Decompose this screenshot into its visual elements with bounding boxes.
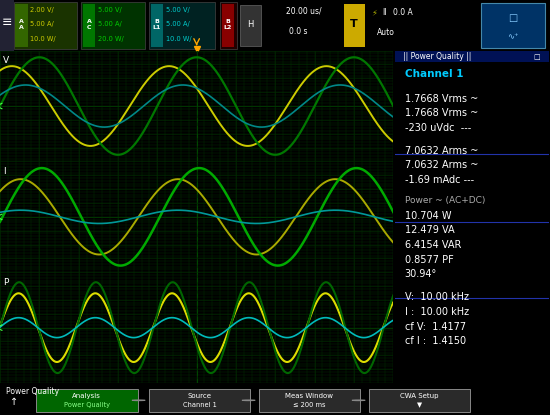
Text: 5.00 A/: 5.00 A/: [166, 21, 189, 27]
Bar: [395, 51, 549, 62]
Text: 6.4154 VAR: 6.4154 VAR: [405, 240, 461, 250]
Bar: [344, 4, 365, 46]
Text: 7.0632 Arms ~: 7.0632 Arms ~: [405, 146, 478, 156]
Text: || Power Quality ||: || Power Quality ||: [403, 52, 471, 61]
Text: I: I: [3, 167, 6, 176]
Bar: [81, 2, 145, 49]
Text: 5.00 V/: 5.00 V/: [166, 7, 189, 13]
Text: cf I :  1.4150: cf I : 1.4150: [405, 336, 466, 346]
Text: H: H: [248, 20, 254, 29]
Text: Channel 1: Channel 1: [405, 69, 463, 79]
Bar: [151, 4, 163, 46]
Text: 5.00 A/: 5.00 A/: [98, 21, 122, 27]
Text: Power ~ (AC+DC): Power ~ (AC+DC): [405, 196, 485, 205]
Text: ⚡: ⚡: [371, 8, 377, 17]
Text: T: T: [350, 20, 358, 29]
Text: V: V: [3, 56, 9, 65]
Text: 20.00 us/: 20.00 us/: [286, 7, 322, 16]
Text: CWA Setup: CWA Setup: [400, 393, 439, 399]
Bar: [14, 2, 77, 49]
Text: ≤ 200 ms: ≤ 200 ms: [293, 403, 326, 408]
Bar: [220, 2, 236, 49]
Text: II: II: [382, 8, 387, 17]
Text: 0.8577 PF: 0.8577 PF: [405, 255, 453, 265]
Text: Channel 1: Channel 1: [183, 403, 216, 408]
Text: A
A: A A: [19, 19, 24, 29]
Text: V:  10.00 kHz: V: 10.00 kHz: [405, 292, 469, 302]
Bar: [148, 389, 250, 412]
Bar: [149, 2, 215, 49]
Bar: [258, 389, 360, 412]
Text: Power Quality: Power Quality: [6, 387, 59, 396]
Text: ▼: ▼: [417, 403, 422, 408]
Text: A
C: A C: [87, 19, 91, 29]
Text: B
L2: B L2: [223, 19, 232, 29]
Bar: [222, 4, 234, 46]
Text: I :  10.00 kHz: I : 10.00 kHz: [405, 307, 469, 317]
Text: 5.00 A/: 5.00 A/: [30, 21, 54, 27]
Bar: [15, 4, 28, 46]
Text: 1.7668 Vrms ~: 1.7668 Vrms ~: [405, 93, 478, 103]
Text: 7.0632 Arms ~: 7.0632 Arms ~: [405, 160, 478, 170]
Text: 20.0 W/: 20.0 W/: [98, 37, 124, 42]
Text: -1.69 mAdc ---: -1.69 mAdc ---: [405, 175, 474, 185]
Text: 1.7668 Vrms ~: 1.7668 Vrms ~: [405, 108, 478, 118]
Text: □: □: [534, 54, 540, 60]
Text: 10.0 W/: 10.0 W/: [30, 37, 56, 42]
Text: P: P: [3, 278, 8, 287]
Text: Analysis: Analysis: [72, 393, 101, 399]
Text: -230 uVdc  ---: -230 uVdc ---: [405, 123, 471, 133]
Text: ↑: ↑: [10, 397, 18, 407]
Bar: [0, 0, 14, 51]
Text: 0.0 A: 0.0 A: [393, 8, 413, 17]
Text: ≡: ≡: [1, 16, 12, 29]
Text: Source: Source: [188, 393, 211, 399]
Text: ∿⁺: ∿⁺: [507, 32, 518, 41]
Bar: [481, 2, 544, 48]
Bar: [36, 389, 138, 412]
Text: Auto: Auto: [377, 28, 395, 37]
Text: □: □: [508, 13, 517, 23]
Text: 5.00 V/: 5.00 V/: [98, 7, 122, 13]
Text: Power Quality: Power Quality: [64, 403, 109, 408]
Text: 10.704 W: 10.704 W: [405, 211, 451, 221]
Bar: [240, 5, 261, 46]
Text: cf V:  1.4177: cf V: 1.4177: [405, 322, 466, 332]
Bar: [83, 4, 95, 46]
Text: 2.00 V/: 2.00 V/: [30, 7, 54, 13]
Text: B
L1: B L1: [152, 19, 161, 29]
Text: 12.479 VA: 12.479 VA: [405, 225, 454, 235]
Bar: [368, 389, 470, 412]
Text: 0.0 s: 0.0 s: [289, 27, 307, 36]
Text: 10.0 W/: 10.0 W/: [166, 37, 191, 42]
Text: Meas Window: Meas Window: [285, 393, 333, 399]
Text: 30.94°: 30.94°: [405, 269, 437, 279]
